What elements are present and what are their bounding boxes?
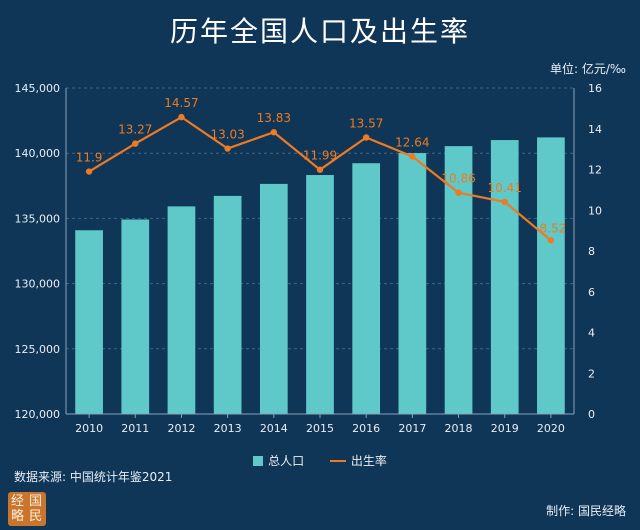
- population-bar: [490, 140, 519, 415]
- x-tick-label: 2018: [445, 422, 473, 435]
- birth-rate-data-label: 11.99: [303, 149, 337, 163]
- population-bar: [167, 206, 196, 414]
- birth-rate-point: [270, 129, 278, 136]
- x-tick-label: 2014: [260, 422, 288, 435]
- legend-bar-label: 总人口: [268, 454, 305, 468]
- y-right-tick-label: 14: [588, 123, 602, 136]
- x-tick-label: 2011: [121, 422, 149, 435]
- y-right-tick-label: 6: [588, 286, 595, 299]
- birth-rate-point: [178, 113, 185, 121]
- birth-rate-point: [316, 166, 324, 173]
- y-left-tick-label: 120,000: [15, 408, 61, 421]
- data-source: 数据来源: 中国统计年鉴2021: [14, 470, 173, 484]
- birth-rate-data-label: 13.03: [210, 128, 244, 142]
- x-tick-label: 2017: [398, 422, 426, 435]
- birth-rate-point: [455, 189, 462, 196]
- population-bar: [537, 137, 565, 415]
- birth-rate-data-label: 11.9: [76, 151, 103, 165]
- legend-line-label: 出生率: [350, 454, 387, 468]
- y-right-tick-label: 8: [588, 245, 595, 258]
- birth-rate-point: [409, 153, 416, 160]
- birth-rate-point: [85, 168, 93, 175]
- logo-stamp: 经 国 略 民: [8, 492, 46, 526]
- legend-line-swatch: [329, 460, 346, 462]
- population-bar: [398, 153, 427, 414]
- y-left-tick-label: 135,000: [15, 212, 61, 225]
- y-left-tick-label: 130,000: [15, 278, 61, 291]
- y-right-tick-label: 2: [588, 367, 595, 380]
- population-bar: [306, 175, 334, 414]
- y-right-tick-label: 16: [588, 82, 602, 95]
- x-tick-label: 2020: [537, 422, 565, 435]
- chart-canvas: 120,000 125,000 130,000 135,000 140,000 145,0…: [15, 82, 603, 435]
- birth-rate-data-label: 10.41: [488, 181, 522, 195]
- chart-title: 历年全国人口及出生率: [169, 15, 470, 48]
- birth-rate-data-label: 8.52: [540, 221, 567, 235]
- birth-rate-data-label: 12.64: [395, 135, 429, 149]
- birth-rate-data-label: 13.27: [118, 123, 152, 137]
- birth-rate-data-label: 10.86: [441, 172, 475, 186]
- population-bar: [213, 195, 242, 414]
- y-right-tick-label: 0: [588, 408, 595, 421]
- x-tick-label: 2019: [491, 422, 519, 435]
- x-tick-label: 2015: [306, 422, 334, 435]
- population-bar: [75, 230, 103, 414]
- y-left-tick-label: 145,000: [15, 82, 61, 95]
- birth-rate-point: [501, 198, 508, 206]
- birth-rate-point: [224, 145, 231, 152]
- birth-rate-line: 11.9 13.27 14.57 13.03 13.83 11.99 13.57 12.64 1…: [76, 96, 567, 244]
- legend: 总人口 出生率: [0, 452, 640, 469]
- population-bar: [121, 219, 150, 414]
- x-tick-label: 2013: [214, 422, 242, 435]
- credit: 制作: 国民经略: [546, 504, 626, 518]
- birth-rate-data-label: 13.83: [257, 111, 291, 125]
- x-tick-label: 2010: [75, 422, 103, 435]
- y-right-tick-label: 12: [588, 164, 602, 177]
- axes: 120,000 125,000 130,000 135,000 140,000 145,0…: [15, 82, 603, 435]
- birth-rate-point: [362, 134, 370, 141]
- birth-rate-data-label: 14.57: [164, 96, 198, 110]
- birth-rate-point: [547, 237, 555, 244]
- unit-label: 单位: 亿元/‰: [549, 62, 626, 76]
- y-right-tick-label: 4: [588, 327, 595, 340]
- y-right-tick-label: 10: [588, 204, 602, 217]
- y-left-tick-label: 125,000: [15, 343, 61, 356]
- birth-rate-point: [132, 140, 139, 147]
- y-left-tick-label: 140,000: [15, 147, 61, 160]
- population-bars: [75, 137, 565, 415]
- population-bar: [352, 163, 381, 414]
- x-tick-label: 2012: [167, 422, 195, 435]
- x-tick-label: 2016: [352, 422, 380, 435]
- birth-rate-data-label: 13.57: [349, 117, 383, 131]
- population-bar: [259, 183, 288, 414]
- legend-bar-swatch: [253, 456, 264, 466]
